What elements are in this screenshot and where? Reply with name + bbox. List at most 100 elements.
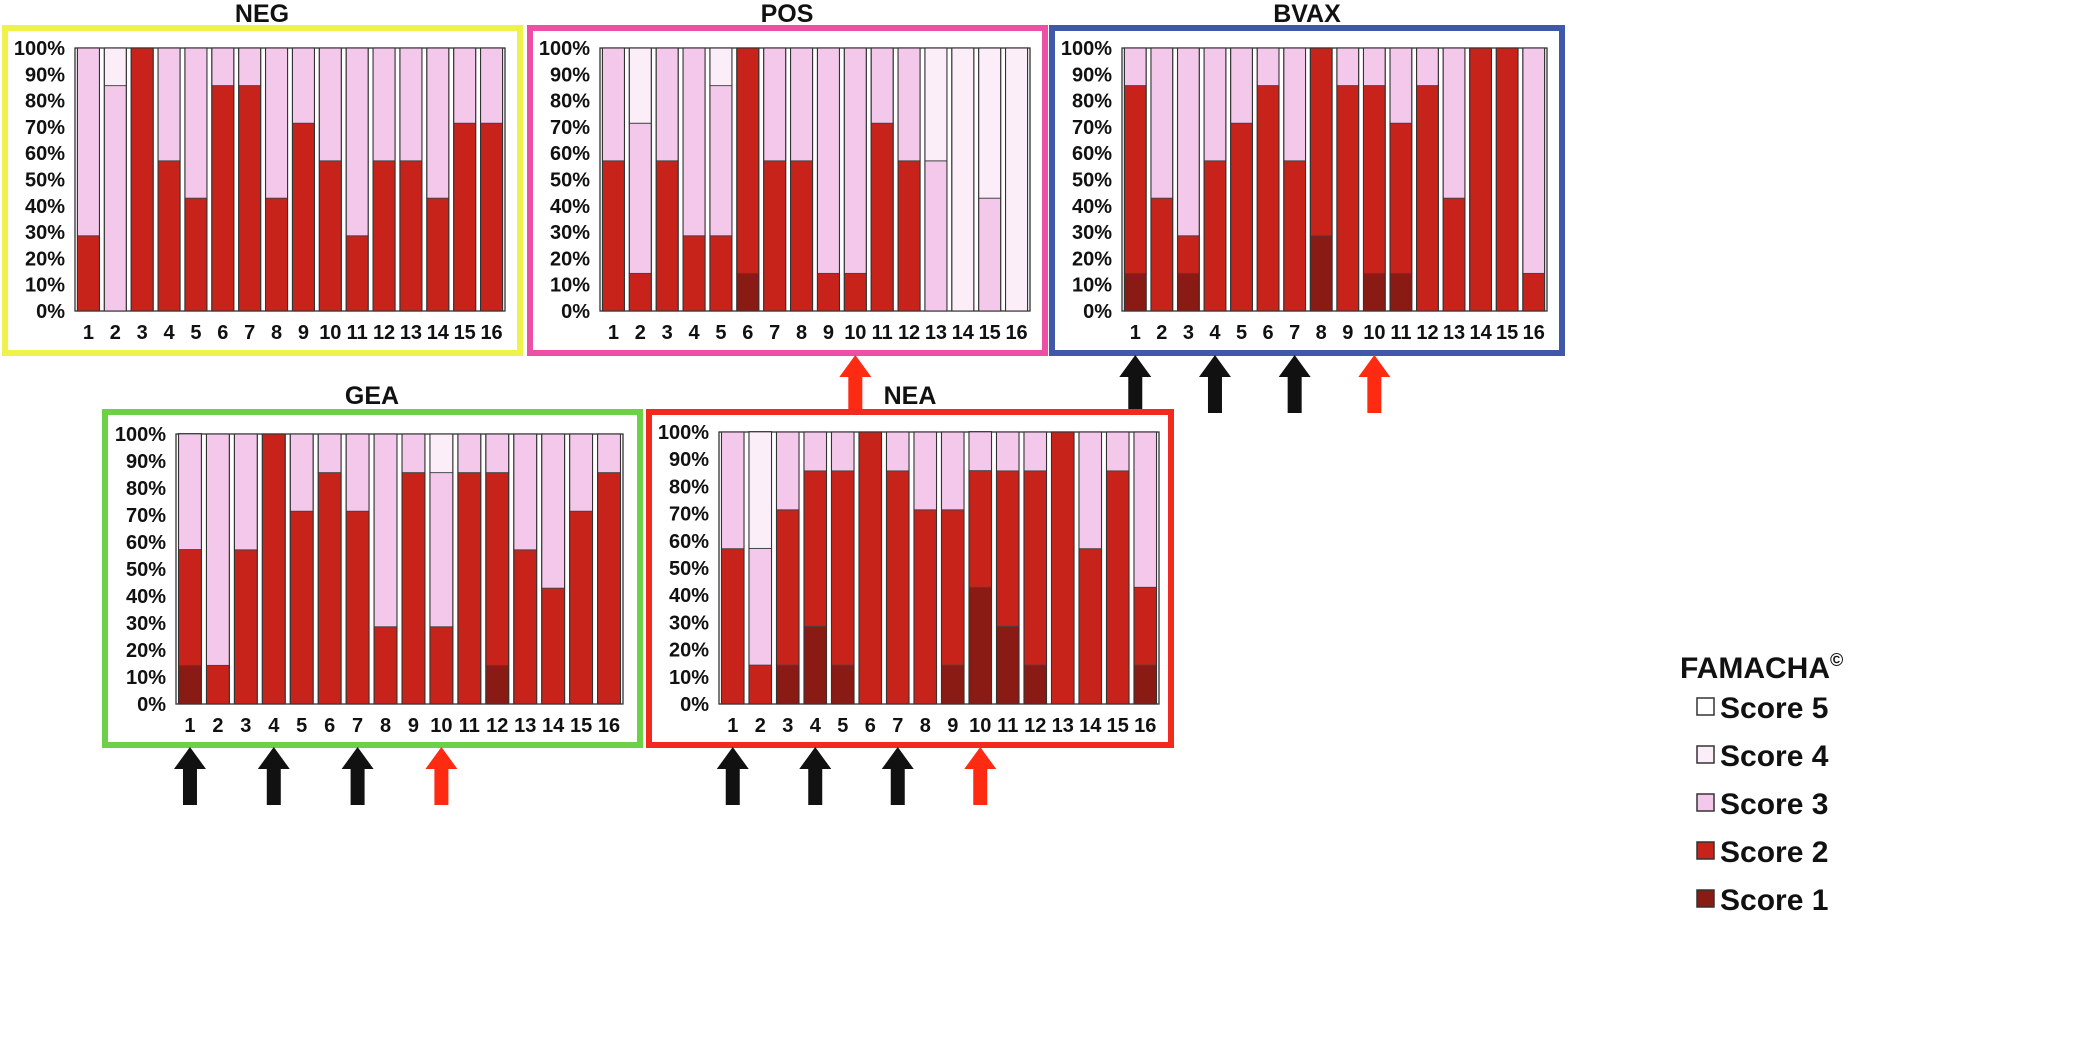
bar-outline [291,47,316,312]
bar-2 [205,433,230,705]
bar-5 [1230,47,1253,312]
bar-segment-score-3 [1203,47,1227,162]
bar-segment-score-2 [1522,272,1546,312]
bar-segment-score-3 [978,197,1002,312]
bar-segment-score-2 [597,472,621,705]
y-tick-label: 30% [1072,222,1112,244]
y-tick-label: 0% [561,301,590,323]
bar-segment-score-3 [1283,47,1306,162]
bar-segment-score-2 [870,122,894,312]
bar-segment-score-3 [453,47,477,124]
bar-outline [978,47,1002,312]
bar-segment-score-3 [831,431,855,472]
black-arrow-icon [881,747,914,805]
bar-segment-score-2 [130,47,154,312]
bar-16 [479,47,504,312]
legend-swatch [1696,793,1715,812]
legend-item-score-3: Score 3 [1696,788,1828,821]
bar-segment-score-3 [457,433,482,474]
bar-outline [569,433,594,705]
legend-item-score-5: Score 5 [1696,692,1828,725]
bar-3 [233,433,258,705]
x-tick-label: 10 [319,322,341,344]
bar-outline [720,431,745,705]
bar-segment-score-3 [790,47,814,162]
x-tick-label: 8 [380,715,391,737]
x-tick-label: 15 [1107,715,1129,737]
bar-outline [453,47,477,312]
bar-segment-score-3 [238,47,262,87]
bar-segment-score-3 [480,47,504,124]
bar-segment-score-3 [426,47,450,199]
legend-label: Score 4 [1720,740,1829,773]
bar-6 [317,433,342,705]
bar-2 [748,431,773,705]
bar-outline [130,47,154,312]
bar-segment-score-2 [1123,85,1147,274]
bar-segment-score-3 [1389,47,1413,124]
bar-outline [913,431,938,705]
bar-segment-score-2 [736,47,760,274]
bar-outline [816,47,841,312]
y-tick-label: 40% [126,586,166,608]
bar-segment-score-3 [843,47,867,274]
x-tick-label: 3 [137,322,148,344]
bar-segment-score-1 [1389,272,1413,312]
y-tick-label: 80% [669,476,709,498]
bar-13 [399,47,423,312]
x-tick-label: 4 [810,715,822,737]
bar-segment-score-2 [265,197,289,312]
bar-segment-score-1 [1309,235,1333,312]
legend-swatch [1696,889,1715,908]
bar-11 [1389,47,1413,312]
bar-segment-score-4 [748,431,772,549]
bar-outline [1495,47,1519,312]
bar-segment-score-3 [345,433,370,512]
bar-outline [1105,431,1130,705]
x-tick-label: 6 [324,715,335,737]
bar-10 [318,47,342,312]
bar-segment-score-4 [709,47,733,87]
x-tick-label: 5 [296,715,307,737]
x-tick-label: 12 [1416,322,1438,344]
bar-outline [289,433,314,705]
bar-segment-score-3 [184,47,208,199]
bar-segment-score-3 [597,433,621,474]
legend-item-score-1: Score 1 [1696,884,1828,917]
x-tick-label: 9 [408,715,419,737]
bar-segment-score-2 [373,626,398,705]
bar-4 [261,433,286,705]
y-tick-label: 70% [1072,117,1112,139]
x-tick-label: 14 [1469,322,1492,344]
bar-7 [1283,47,1307,312]
bar-segment-score-2 [1495,47,1519,312]
y-tick-label: 90% [25,64,65,86]
bar-outline [479,47,504,312]
x-tick-label: 6 [217,322,228,344]
bar-segment-score-3 [601,47,625,162]
bar-segment-score-3 [816,47,840,274]
bar-segment-score-3 [1442,47,1466,199]
x-tick-label: 9 [947,715,958,737]
bar-segment-score-1 [1023,664,1047,705]
bar-outline [261,433,286,705]
bar-outline [736,47,760,312]
bar-11 [870,47,894,312]
legend-item-score-4: Score 4 [1696,740,1829,773]
x-tick-label: 2 [110,322,121,344]
bar-outline [1389,47,1413,312]
y-tick-label: 90% [669,449,709,471]
legend-label: Score 3 [1720,788,1828,821]
bar-outline [1150,47,1174,312]
bar-segment-score-2 [399,160,423,312]
bar-segment-score-2 [996,470,1020,627]
bar-segment-score-2 [682,235,706,312]
x-tick-label: 11 [997,715,1018,737]
bar-segment-score-3 [721,431,745,550]
bar-segment-score-2 [858,431,882,705]
bar-outline [748,431,773,705]
bar-15 [1105,431,1130,705]
